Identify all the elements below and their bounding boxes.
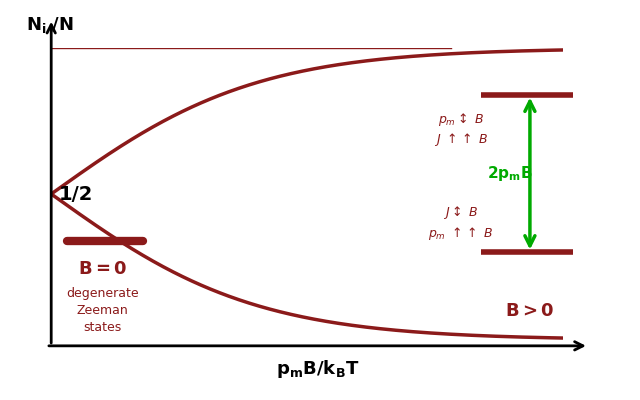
Text: $\mathbf{B > 0}$: $\mathbf{B > 0}$ [505,302,555,320]
Text: $\mathbf{p_m B/k_B T}$: $\mathbf{p_m B/k_B T}$ [276,358,359,380]
Text: degenerate
Zeeman
states: degenerate Zeeman states [66,288,139,334]
Text: $J\updownarrow\ B$: $J\updownarrow\ B$ [444,204,478,222]
Text: $\mathbf{2p_m B}$: $\mathbf{2p_m B}$ [486,164,532,183]
Text: $p_m\updownarrow\ B$: $p_m\updownarrow\ B$ [438,111,484,128]
Text: $\mathbf{N_i\ /N}$: $\mathbf{N_i\ /N}$ [26,15,74,35]
Text: 1/2: 1/2 [59,184,93,204]
Text: $p_m\ \uparrow\uparrow\ B$: $p_m\ \uparrow\uparrow\ B$ [428,225,493,242]
Text: $\mathbf{B = 0}$: $\mathbf{B = 0}$ [77,260,127,278]
Text: $J\ \uparrow\uparrow\ B$: $J\ \uparrow\uparrow\ B$ [434,132,488,148]
